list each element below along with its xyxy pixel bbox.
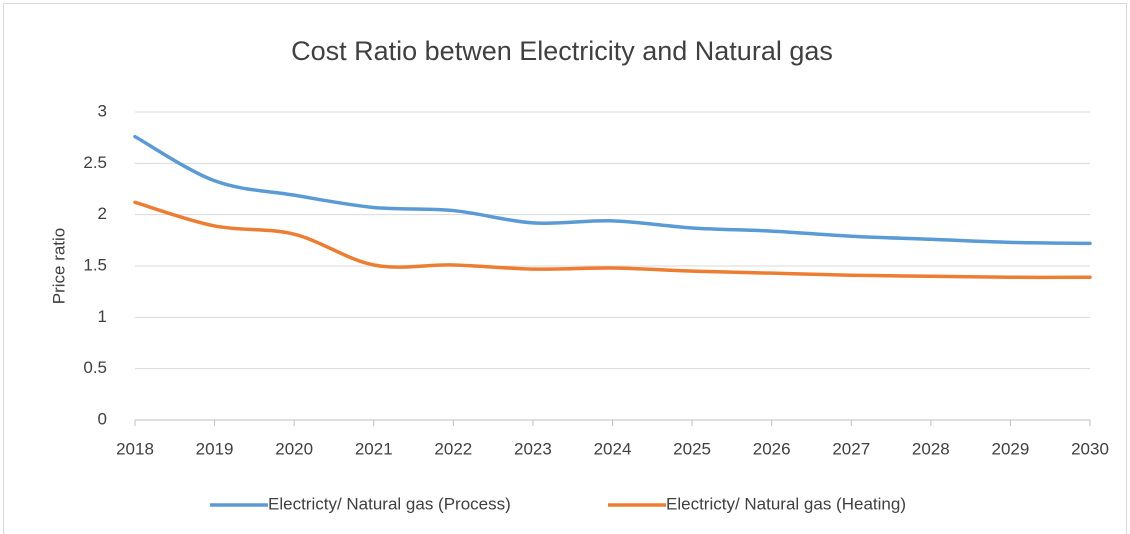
series-line — [133, 200, 1092, 280]
y-tick-label: 1 — [98, 307, 107, 326]
y-tick-label: 3 — [98, 101, 107, 120]
y-tick-label: 2 — [98, 204, 107, 223]
x-tick-label: 2027 — [832, 439, 870, 458]
series-line — [133, 134, 1092, 246]
x-tick-label: 2025 — [673, 439, 711, 458]
y-tick-label: 1.5 — [83, 255, 107, 274]
y-axis-label: Price ratio — [49, 228, 68, 305]
x-tick-label: 2028 — [912, 439, 950, 458]
x-tick-label: 2018 — [116, 439, 154, 458]
y-tick-label: 2.5 — [83, 153, 107, 172]
x-tick-label: 2030 — [1071, 439, 1109, 458]
x-tick-label: 2019 — [196, 439, 234, 458]
x-tick-label: 2021 — [355, 439, 393, 458]
x-tick-label: 2024 — [594, 439, 632, 458]
chart-title: Cost Ratio betwen Electricity and Natura… — [291, 36, 833, 66]
y-tick-label: 0 — [98, 409, 107, 428]
legend-label: Electricty/ Natural gas (Heating) — [666, 494, 906, 513]
x-tick-label: 2023 — [514, 439, 552, 458]
legend-label: Electricty/ Natural gas (Process) — [268, 494, 511, 513]
x-tick-label: 2022 — [434, 439, 472, 458]
x-tick-label: 2026 — [753, 439, 791, 458]
x-tick-label: 2029 — [992, 439, 1030, 458]
y-tick-label: 0.5 — [83, 358, 107, 377]
x-tick-label: 2020 — [275, 439, 313, 458]
